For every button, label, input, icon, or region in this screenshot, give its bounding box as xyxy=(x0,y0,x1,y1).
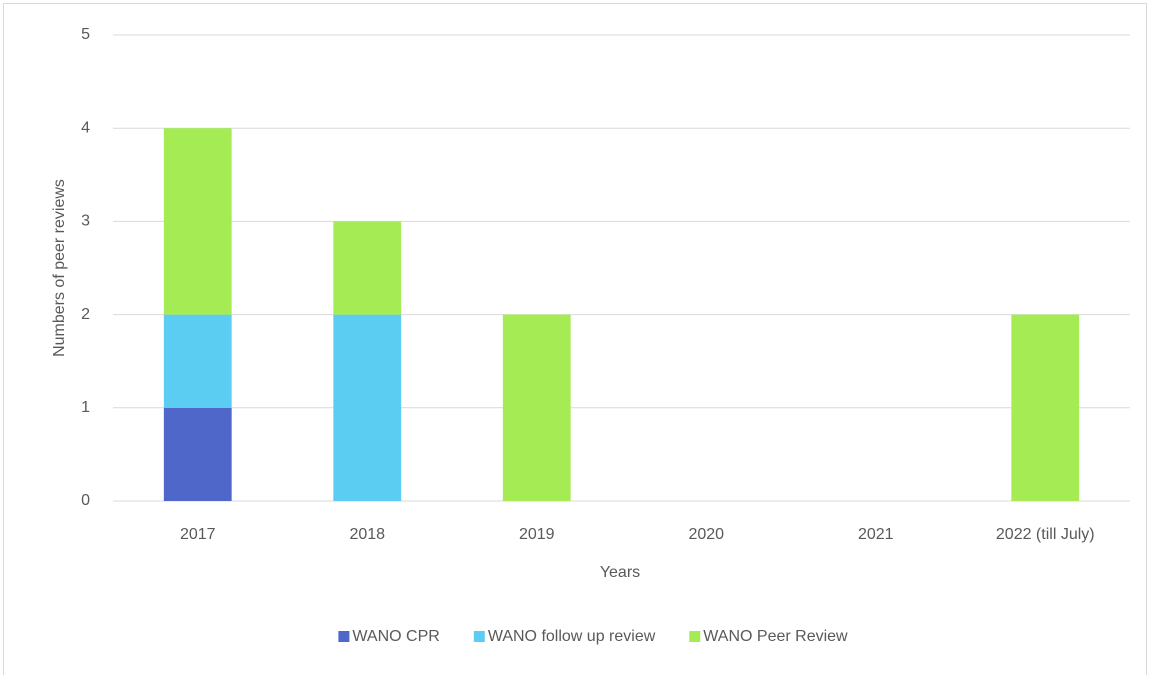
y-tick-label: 0 xyxy=(81,492,90,509)
y-tick-label: 1 xyxy=(81,399,90,416)
x-tick-label: 2022 (till July) xyxy=(996,526,1095,543)
legend-swatch xyxy=(473,631,485,642)
grid: 0 1 2 3 4 5 xyxy=(81,26,1130,509)
legend-label: WANO CPR xyxy=(352,628,439,645)
bar-segment xyxy=(502,314,571,501)
x-tick-label: 2020 xyxy=(688,526,724,543)
y-tick-label: 5 xyxy=(81,26,90,43)
x-tick-label: 2018 xyxy=(349,526,385,543)
legend-label: WANO follow up review xyxy=(488,628,656,645)
y-tick-label: 3 xyxy=(81,213,90,230)
bar-segment xyxy=(1011,314,1080,501)
bars xyxy=(163,128,1080,501)
legend-swatch xyxy=(338,631,350,642)
bar-segment xyxy=(333,221,402,315)
legend-label: WANO Peer Review xyxy=(703,628,848,645)
legend-swatch xyxy=(689,631,701,642)
y-tick-label: 2 xyxy=(81,306,90,323)
x-tick-label: 2021 xyxy=(858,526,894,543)
chart-border xyxy=(3,3,1147,675)
x-tick-label: 2019 xyxy=(519,526,555,543)
x-tick-label: 2017 xyxy=(180,526,216,543)
bar-segment xyxy=(163,407,232,501)
bar-segment xyxy=(163,128,232,315)
bar-segment xyxy=(163,314,232,408)
y-tick-label: 4 xyxy=(81,119,90,136)
x-axis-title: Years xyxy=(600,564,640,581)
legend: WANO CPR WANO follow up review WANO Peer R… xyxy=(338,628,848,645)
y-axis-title: Numbers of peer reviews xyxy=(51,179,68,357)
bar-segment xyxy=(333,314,402,501)
